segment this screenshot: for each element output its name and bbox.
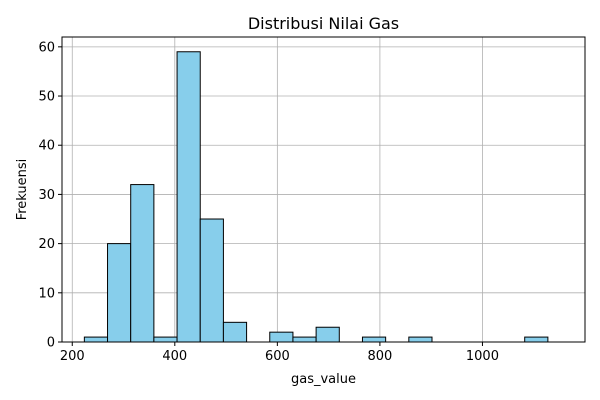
y-axis-ticks: 0 10 20 30 40 50 60 [38, 40, 62, 351]
y-tick-label: 20 [38, 237, 55, 252]
x-tick-label: 800 [367, 349, 392, 364]
y-tick-label: 60 [38, 40, 55, 55]
histogram-bar [107, 243, 132, 343]
histogram-bar [524, 336, 549, 343]
y-tick-label: 0 [47, 336, 55, 351]
chart-title: Distribusi Nilai Gas [248, 14, 399, 33]
histogram-bar [269, 331, 294, 343]
y-tick-label: 40 [38, 139, 55, 154]
histogram-bar [83, 336, 109, 343]
histogram-bar [315, 326, 340, 343]
y-tick-label: 50 [38, 90, 55, 105]
histogram-bar [292, 336, 317, 343]
histogram-bar [361, 336, 387, 343]
x-axis-label: gas_value [291, 372, 356, 387]
histogram-bar [408, 336, 433, 343]
y-axis-label: Frekuensi [15, 159, 30, 221]
histogram-bar [130, 184, 155, 343]
plot-frame [61, 36, 586, 343]
y-tick-label: 30 [38, 188, 55, 203]
x-tick-label: 400 [162, 349, 187, 364]
x-tick-label: 200 [60, 349, 85, 364]
histogram-bar [153, 336, 178, 343]
x-tick-label: 600 [265, 349, 290, 364]
x-tick-label: 1000 [466, 349, 499, 364]
histogram-bar [199, 218, 224, 343]
histogram-bar [222, 321, 248, 343]
y-tick-label: 10 [38, 286, 55, 301]
x-axis-ticks: 200 400 600 800 1000 [60, 342, 499, 364]
bars [83, 51, 549, 343]
histogram-bar [176, 51, 201, 343]
